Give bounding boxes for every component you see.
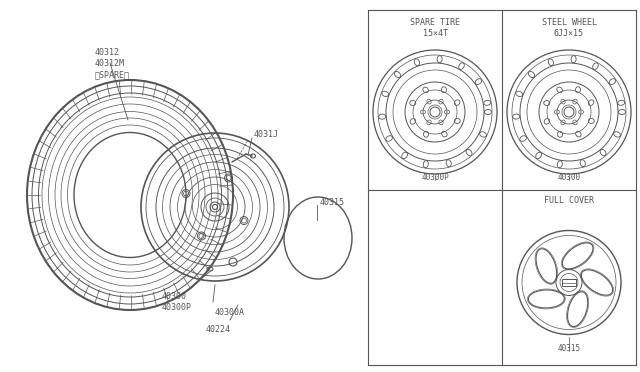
Text: 40300P: 40300P	[421, 173, 449, 182]
Text: 40315: 40315	[557, 344, 580, 353]
Text: 40300: 40300	[557, 173, 580, 182]
Text: 40312
40312M
（SPARE）: 40312 40312M （SPARE）	[95, 48, 130, 79]
Text: 4031J: 4031J	[254, 130, 279, 139]
Text: 40300
40300P: 40300 40300P	[162, 292, 192, 312]
Text: 15×4T: 15×4T	[422, 29, 447, 38]
Text: SPARE TIRE: SPARE TIRE	[410, 18, 460, 27]
Text: STEEL WHEEL: STEEL WHEEL	[541, 18, 596, 27]
Text: 40300A: 40300A	[215, 308, 245, 317]
Text: FULL COVER: FULL COVER	[544, 196, 594, 205]
Text: 40224: 40224	[205, 325, 230, 334]
Bar	[562, 279, 576, 286]
Text: 40315: 40315	[320, 198, 345, 207]
Text: 6JJ×15: 6JJ×15	[554, 29, 584, 38]
